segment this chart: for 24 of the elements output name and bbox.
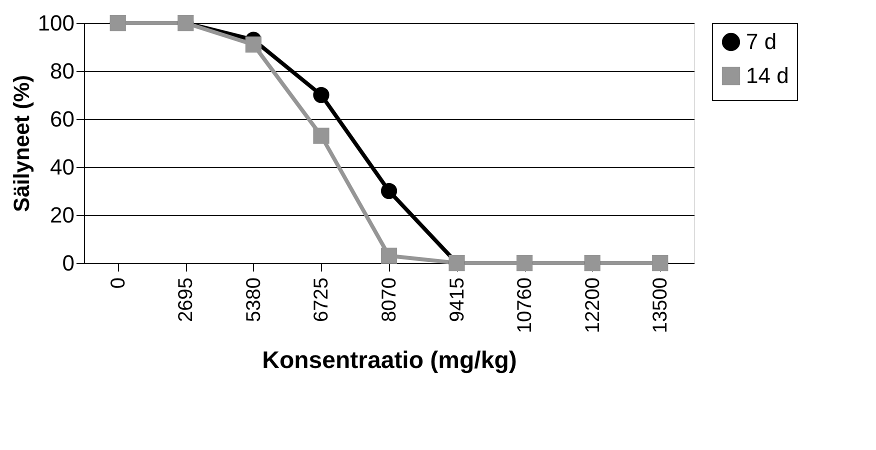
x-tick-label: 13500: [650, 278, 672, 334]
x-tick-label: 9415: [446, 278, 468, 322]
x-tick-label: 0: [107, 278, 130, 289]
y-tick-label: 80: [50, 58, 74, 84]
legend-label: 7 d: [746, 29, 777, 54]
point: [313, 128, 330, 144]
point: [245, 36, 262, 53]
legend-label: 14 d: [746, 63, 789, 88]
y-axis-title: Säilyneet (%): [8, 75, 34, 212]
x-tick-label: 6725: [310, 278, 333, 322]
point: [313, 86, 330, 104]
x-tick-label: 8070: [378, 278, 400, 322]
point: [380, 248, 398, 264]
y-tick-label: 20: [50, 202, 74, 228]
x-axis-title: Konsentraatio (mg/kg): [262, 347, 517, 374]
x-tick-label: 12200: [582, 278, 604, 334]
x-tick-label: 10760: [514, 278, 536, 334]
point: [380, 182, 398, 200]
x-tick-label: 5380: [242, 278, 265, 322]
y-tick-label: 100: [38, 10, 74, 36]
y-tick-label: 60: [50, 106, 74, 132]
x-tick-label: 2695: [175, 278, 198, 322]
y-tick-label: 0: [62, 250, 74, 276]
y-tick-label: 40: [50, 154, 74, 180]
